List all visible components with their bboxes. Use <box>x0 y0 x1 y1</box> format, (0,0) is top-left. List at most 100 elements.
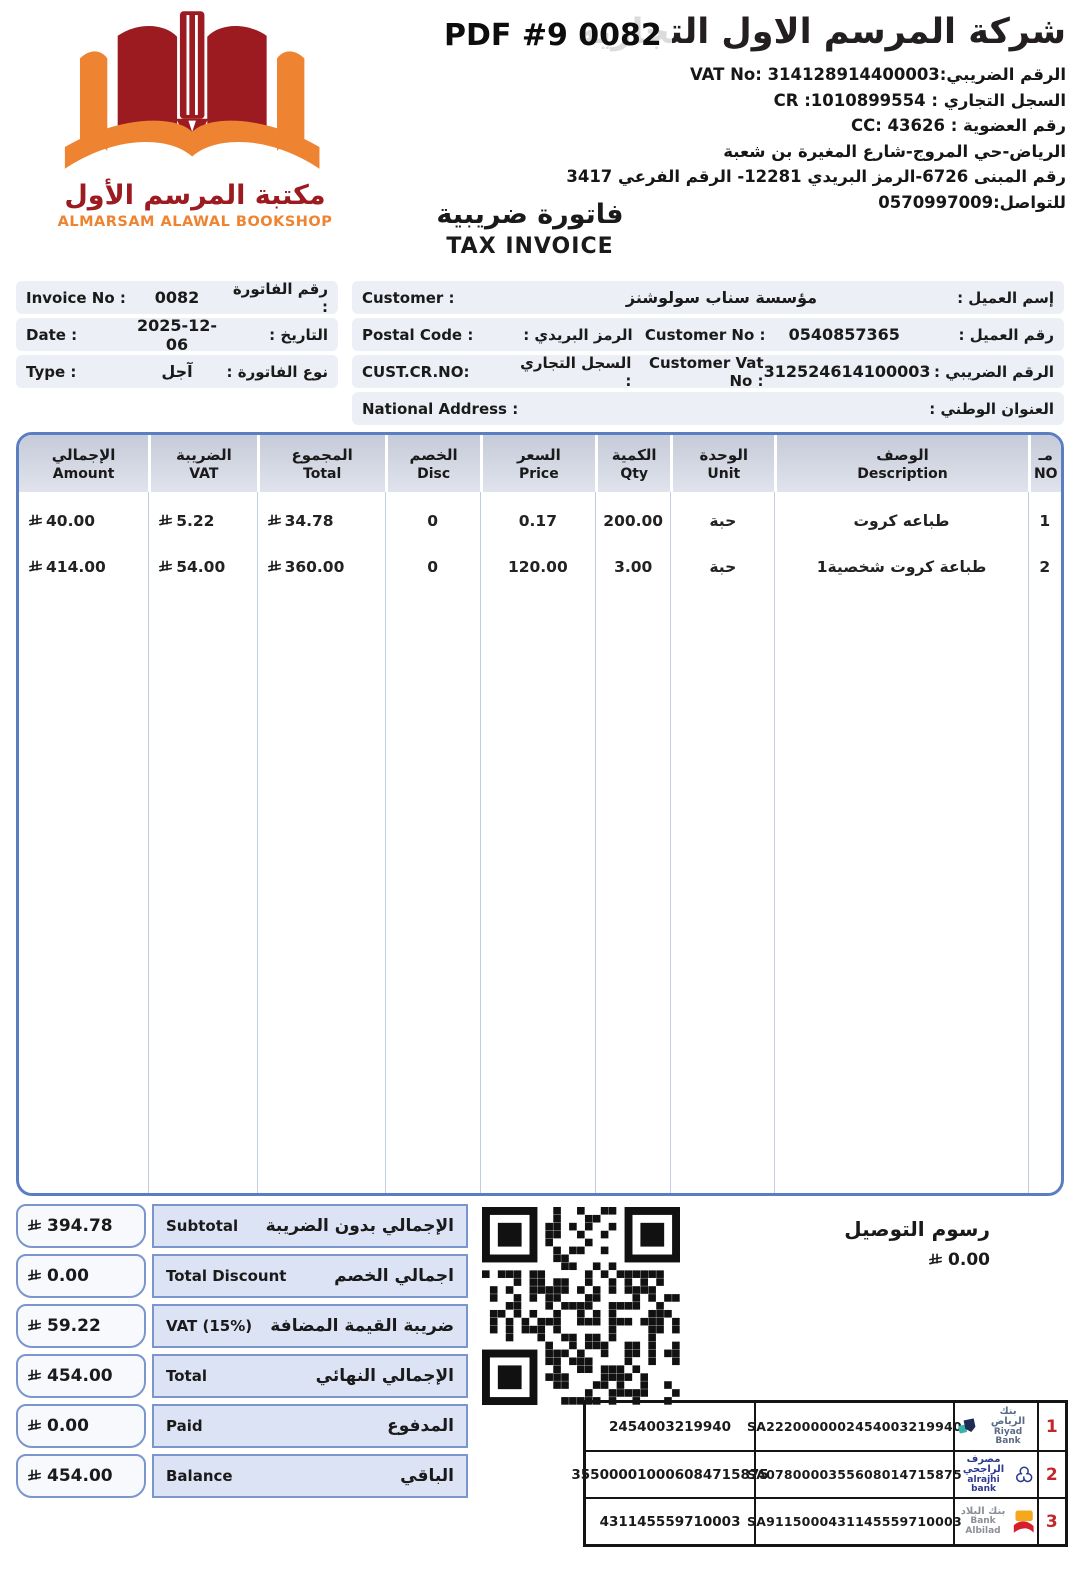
customer-vat-row: CUST.CR.NO: السجل التجاري : Customer Vat… <box>352 353 1064 390</box>
logo-title-arabic: مكتبة المرسم الأول <box>64 180 326 211</box>
customer-vat-label: Customer Vat No : <box>648 353 764 390</box>
bank-iban: SA2220000002454003219940 <box>747 1403 962 1450</box>
item-price: 120.00 <box>507 558 568 576</box>
customer-info: Customer : مؤسسة سناب سولوشنز إسم العميل… <box>352 281 1064 429</box>
unit-column: حبة حبة <box>670 492 774 1193</box>
bank-albilad-logo: بنك البلاد Bank Albilad <box>955 1499 1039 1544</box>
header-price: السعر Price <box>479 435 596 492</box>
balance-label-box: Balance الباقي <box>152 1454 468 1498</box>
bank-iban: SA9115000431145559710003 <box>747 1499 962 1544</box>
invoice-date-row: Date : 2025-12-06 التاريخ : <box>16 316 338 354</box>
saudi-riyal-icon <box>928 1252 943 1268</box>
company-contact-line: للتواصل:0570997009 <box>878 192 1066 212</box>
saudi-riyal-icon <box>27 1468 42 1484</box>
company-address-line: الرياض-حي المروج-شارع المغيرة بن شعبة <box>723 141 1066 161</box>
items-table-header: الإجمالي Amount الضريبة VAT المجموع Total ا… <box>19 435 1061 492</box>
zatca-qr-code <box>482 1207 680 1405</box>
bank-account-number: 2454003219940 <box>586 1403 757 1450</box>
total-column: 34.78 360.00 <box>256 492 385 1193</box>
alrajhi-bank-icon <box>1016 1465 1033 1482</box>
header-disc: الخصم Disc <box>384 435 480 492</box>
item-unit: حبة <box>709 558 737 576</box>
bank-row-albilad: 431145559710003 SA9115000431145559710003… <box>586 1497 1065 1544</box>
customer-label-ar: إسم العميل : <box>957 288 1054 307</box>
company-building-line: رقم المبنى 6726-الرمز البريدي 12281- الر… <box>566 167 1066 186</box>
national-address-label: National Address : <box>362 399 519 418</box>
bank-row-number: 2 <box>1045 1464 1058 1485</box>
header-vat: الضريبة VAT <box>148 435 257 492</box>
postal-code-label: Postal Code : <box>362 325 474 344</box>
items-table: الإجمالي Amount الضريبة VAT المجموع Total ا… <box>16 432 1064 1196</box>
national-address-label-ar: العنوان الوطني : <box>929 399 1054 418</box>
saudi-riyal-icon <box>27 1318 42 1334</box>
saudi-riyal-icon <box>28 513 43 529</box>
item-price: 0.17 <box>518 512 557 530</box>
qty-column: 200.00 3.00 <box>595 492 670 1193</box>
alrajhi-bank-logo: مصرف الراجحي alrajhi bank <box>955 1452 1039 1497</box>
header-unit: الوحدة Unit <box>670 435 775 492</box>
national-address-row: National Address : العنوان الوطني : <box>352 392 1064 425</box>
item-description: طباعة كروت شخصية1 <box>816 558 987 576</box>
item-total: 34.78 <box>258 498 385 544</box>
discount-value-box: 0.00 <box>16 1254 146 1298</box>
riyad-bank-logo: بنك الرياض Riyad Bank <box>955 1403 1039 1450</box>
vat-column: 5.22 54.00 <box>148 492 256 1193</box>
balance-value-box: 454.00 <box>16 1454 146 1498</box>
item-amount: 40.00 <box>19 498 148 544</box>
bank-row-alrajhi: 355000010006084715875 SA0780000355608014… <box>571 1450 1065 1497</box>
header-qty: الكمية Qty <box>595 435 671 492</box>
customer-number-row: Postal Code : الرمز البريدي : Customer N… <box>352 318 1064 351</box>
customer-no-value: 0540857365 <box>788 325 900 344</box>
item-qty: 3.00 <box>614 558 653 576</box>
bank-accounts-table: 2454003219940 SA2220000002454003219940 ب… <box>571 1400 1068 1547</box>
delivery-fee-label: رسوم التوصيل <box>844 1217 990 1241</box>
description-column: طباعه كروت طباعة كروت شخصية1 <box>774 492 1027 1193</box>
bank-account-number: 355000010006084715875 <box>571 1452 769 1497</box>
saudi-riyal-icon <box>28 559 43 575</box>
date-label-ar: التاريخ : <box>269 325 328 344</box>
subtotal-label-box: Subtotal الإجمالي بدون الضريبة <box>152 1204 468 1248</box>
saudi-riyal-icon <box>27 1368 42 1384</box>
customer-no-label: Customer No : <box>644 325 766 344</box>
header-description: الوصف Description <box>774 435 1028 492</box>
invoice-no-label-en: Invoice No : <box>26 288 126 307</box>
type-label-en: Type : <box>26 362 77 381</box>
item-disc: 0 <box>427 512 439 530</box>
item-vat: 5.22 <box>149 498 256 544</box>
saudi-riyal-icon <box>27 1268 42 1284</box>
book-pencil-logo-icon <box>64 11 320 169</box>
postal-code-label-ar: الرمز البريدي : <box>523 325 633 344</box>
company-cc-line: رقم العضوية : CC: 43626 <box>850 116 1066 135</box>
header-total: المجموع Total <box>256 435 385 492</box>
saudi-riyal-icon <box>158 559 173 575</box>
delivery-fee-value: 0.00 <box>780 1250 990 1270</box>
type-value: آجل <box>161 362 193 381</box>
saudi-riyal-icon <box>27 1418 42 1434</box>
type-label-ar: نوع الفاتورة : <box>226 362 328 381</box>
item-disc: 0 <box>427 558 439 576</box>
logo-title-english: ALMARSAM ALAWAL BOOKSHOP <box>57 214 333 230</box>
item-qty: 200.00 <box>603 512 664 530</box>
paid-value-box: 0.00 <box>16 1404 146 1448</box>
bank-account-number: 431145559710003 <box>586 1499 757 1544</box>
no-column: 1 2 <box>1027 492 1061 1193</box>
invoice-meta: Invoice No : 0082 رقم الفاتورة : Date : … <box>16 280 338 392</box>
total-label-box: Total الإجمالي النهائي <box>152 1354 468 1398</box>
header-amount: الإجمالي Amount <box>19 435 149 492</box>
customer-name-value: مؤسسة سناب سولوشنز <box>625 288 818 307</box>
discount-label-box: Total Discount اجمالي الخصم <box>152 1254 468 1298</box>
item-description: طباعه كروت <box>853 512 950 530</box>
bookshop-logo: مكتبة المرسم الأول ALMARSAM ALAWAL BOOKS… <box>52 6 338 230</box>
company-details: الرقم الضريبي:VAT No: 314128914400003 ال… <box>566 62 1066 215</box>
date-label-en: Date : <box>26 325 78 344</box>
invoice-number-row: Invoice No : 0082 رقم الفاتورة : <box>16 280 338 316</box>
saudi-riyal-icon <box>267 513 282 529</box>
customer-label-en: Customer : <box>362 288 455 307</box>
amount-column: 40.00 414.00 <box>19 492 148 1193</box>
riyad-bank-icon <box>958 1417 976 1433</box>
disc-column: 0 0 <box>384 492 480 1193</box>
bank-row-number: 1 <box>1045 1416 1058 1437</box>
customer-no-label-ar: رقم العميل : <box>958 325 1054 344</box>
saudi-riyal-icon <box>267 559 282 575</box>
